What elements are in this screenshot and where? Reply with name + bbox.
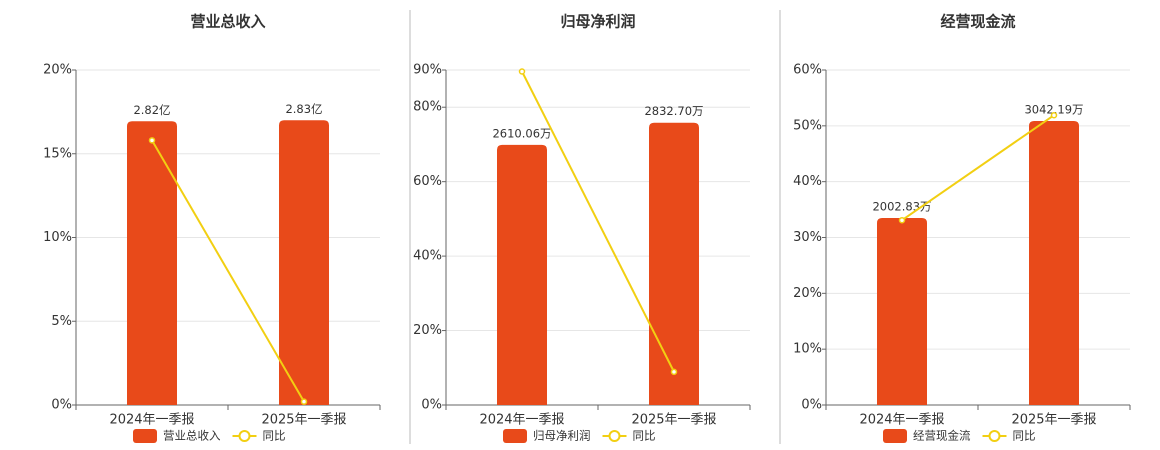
bar — [649, 122, 699, 405]
legend-swatch — [988, 430, 1001, 442]
line-point — [300, 398, 308, 405]
y-tick-label: 40% — [793, 174, 822, 189]
legend-label: 归母净利润 — [533, 429, 591, 443]
bar — [497, 144, 547, 406]
line-point — [898, 216, 906, 224]
value-label: 3042.19万 — [1024, 102, 1083, 116]
x-tick-label: 2025年一季报 — [1011, 413, 1096, 428]
line — [901, 114, 1055, 222]
chart-title: 经营现金流 — [940, 13, 1015, 31]
bar — [1029, 120, 1079, 406]
legend-swatch — [503, 429, 527, 443]
legend-label: 同比 — [263, 429, 286, 443]
y-tick-label: 30% — [793, 230, 822, 245]
chart-title: 营业总收入 — [190, 13, 265, 31]
y-tick-label: 50% — [793, 118, 822, 133]
y-tick-label: 0% — [51, 398, 72, 413]
x-tick-label: 2025年一季报 — [261, 413, 346, 428]
value-label: 2.82亿 — [133, 103, 170, 117]
y-tick-label: 90% — [413, 63, 442, 78]
y-tick-label: 60% — [413, 174, 442, 189]
line-point — [518, 68, 526, 75]
y-tick-label: 0% — [801, 398, 822, 413]
value-label: 2610.06万 — [492, 126, 551, 140]
legend-swatch — [238, 430, 251, 442]
y-tick-label: 20% — [413, 323, 442, 338]
bar — [877, 218, 927, 405]
chart-title: 归母净利润 — [560, 13, 635, 31]
y-tick-label: 40% — [413, 249, 442, 264]
legend-swatch — [133, 429, 157, 443]
value-label: 2832.70万 — [644, 104, 703, 118]
y-tick-label: 5% — [51, 314, 72, 329]
x-tick-label: 2025年一季报 — [631, 413, 716, 428]
y-tick-label: 0% — [421, 398, 442, 413]
bar — [279, 120, 329, 406]
x-tick-label: 2024年一季报 — [859, 413, 944, 428]
legend-label: 经营现金流 — [913, 429, 971, 443]
x-tick-label: 2024年一季报 — [479, 413, 564, 428]
value-label: 2.83亿 — [285, 102, 322, 116]
legend-swatch — [608, 430, 621, 442]
bar — [127, 121, 177, 405]
legend-label: 同比 — [633, 429, 656, 443]
y-tick-label: 80% — [413, 100, 442, 115]
y-tick-label: 20% — [43, 63, 72, 78]
line — [151, 139, 305, 403]
line — [521, 71, 675, 373]
y-tick-label: 20% — [793, 286, 822, 301]
y-tick-label: 60% — [793, 63, 822, 78]
legend-label: 营业总收入 — [163, 429, 221, 443]
y-tick-label: 10% — [793, 342, 822, 357]
y-tick-label: 15% — [43, 146, 72, 161]
line-point — [670, 368, 678, 376]
legend-swatch — [883, 429, 907, 443]
y-tick-label: 10% — [43, 230, 72, 245]
line-point — [148, 137, 156, 144]
legend-label: 同比 — [1013, 429, 1036, 443]
x-tick-label: 2024年一季报 — [109, 413, 194, 428]
line-point — [1050, 111, 1058, 119]
